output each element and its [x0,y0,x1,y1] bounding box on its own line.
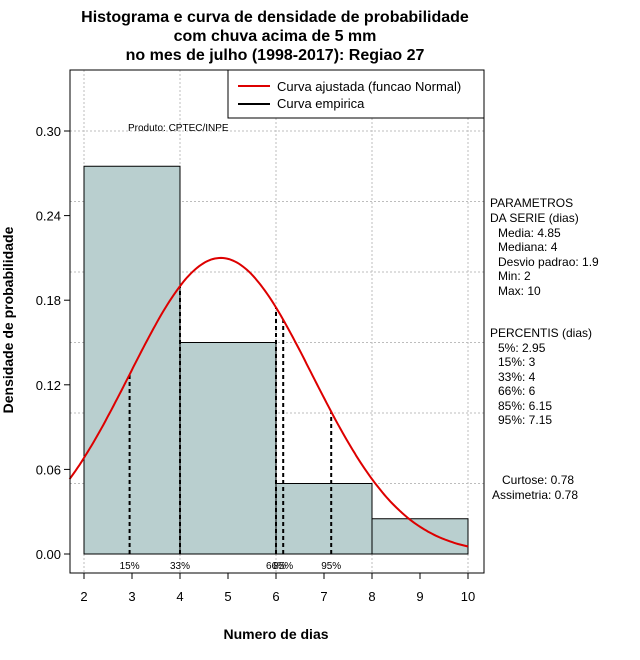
x-axis-label: Numero de dias [223,626,328,642]
y-tick-label: 0.24 [36,209,61,224]
x-tick-label: 10 [461,589,475,604]
chart-title-line-3: no mes de julho (1998-2017): Regiao 27 [126,47,425,64]
kurtosis-value: Curtose: 0.78 [502,473,574,487]
parameter-sd: Desvio padrao: 1.9 [498,255,599,269]
percentile-lines [128,286,333,554]
percentile-item: 5%: 2.95 [498,341,546,355]
percentile-label: 95% [321,561,341,572]
legend-label-empirical: Curva empirica [277,96,365,111]
parameters-panel: PARAMETROS DA SERIE (dias) Media: 4.85 M… [490,196,599,298]
parameters-heading-1: PARAMETROS [490,196,573,210]
chart-title-line-2: com chuva acima de 5 mm [174,28,377,45]
percentile-label: 66% [266,561,286,572]
percentile-item: 95%: 7.15 [498,413,552,427]
y-tick-label: 0.30 [36,124,61,139]
x-axis: 2 3 4 5 6 7 8 9 10 [80,573,475,604]
y-tick-label: 0.12 [36,378,61,393]
y-axis-label: Densidade de probabilidade [0,226,16,413]
parameter-max: Max: 10 [498,284,541,298]
parameter-median: Mediana: 4 [498,240,558,254]
percentile-labels: 15% 33% 66%85% 95% [120,561,342,572]
percentile-item: 33%: 4 [498,370,536,384]
parameter-mean: Media: 4.85 [498,226,561,240]
x-tick-label: 3 [128,589,135,604]
histogram-bar [275,483,373,555]
skewness-value: Assimetria: 0.78 [492,488,578,502]
moments-panel: Curtose: 0.78 Assimetria: 0.78 [492,473,578,502]
y-axis: 0.00 0.06 0.12 0.18 0.24 0.30 [36,124,70,562]
x-tick-label: 6 [272,589,279,604]
histogram-bar [179,342,277,555]
percentile-label: 33% [170,561,190,572]
x-tick-label: 2 [80,589,87,604]
legend-label-fit: Curva ajustada (funcao Normal) [277,79,461,94]
source-note: Produto: CPTEC/INPE [128,123,229,134]
x-tick-label: 4 [176,589,183,604]
y-tick-label: 0.06 [36,462,61,477]
percentile-item: 15%: 3 [498,355,536,369]
x-tick-label: 8 [368,589,375,604]
legend: Curva ajustada (funcao Normal) Curva emp… [227,69,485,119]
normal-curve-line [68,256,469,548]
parameter-min: Min: 2 [498,269,531,283]
x-tick-label: 5 [224,589,231,604]
histogram-bar [83,165,181,555]
chart-title-line-1: Histograma e curva de densidade de proba… [81,9,469,26]
y-tick-label: 0.00 [36,547,61,562]
histogram-bars [83,165,469,555]
histogram-bar [371,518,469,555]
x-tick-label: 9 [416,589,423,604]
legend-box [227,69,485,119]
normal-curve [68,256,469,548]
percentile-label: 15% [120,561,140,572]
percentiles-heading: PERCENTIS (dias) [490,326,592,340]
percentile-label: 85% [273,561,293,572]
y-tick-label: 0.18 [36,293,61,308]
percentile-item: 85%: 6.15 [498,399,552,413]
percentile-item: 66%: 6 [498,384,536,398]
x-tick-label: 7 [320,589,327,604]
percentiles-panel: PERCENTIS (dias) 5%: 2.95 15%: 3 33%: 4 … [490,326,592,427]
parameters-heading-2: DA SERIE (dias) [490,211,579,225]
